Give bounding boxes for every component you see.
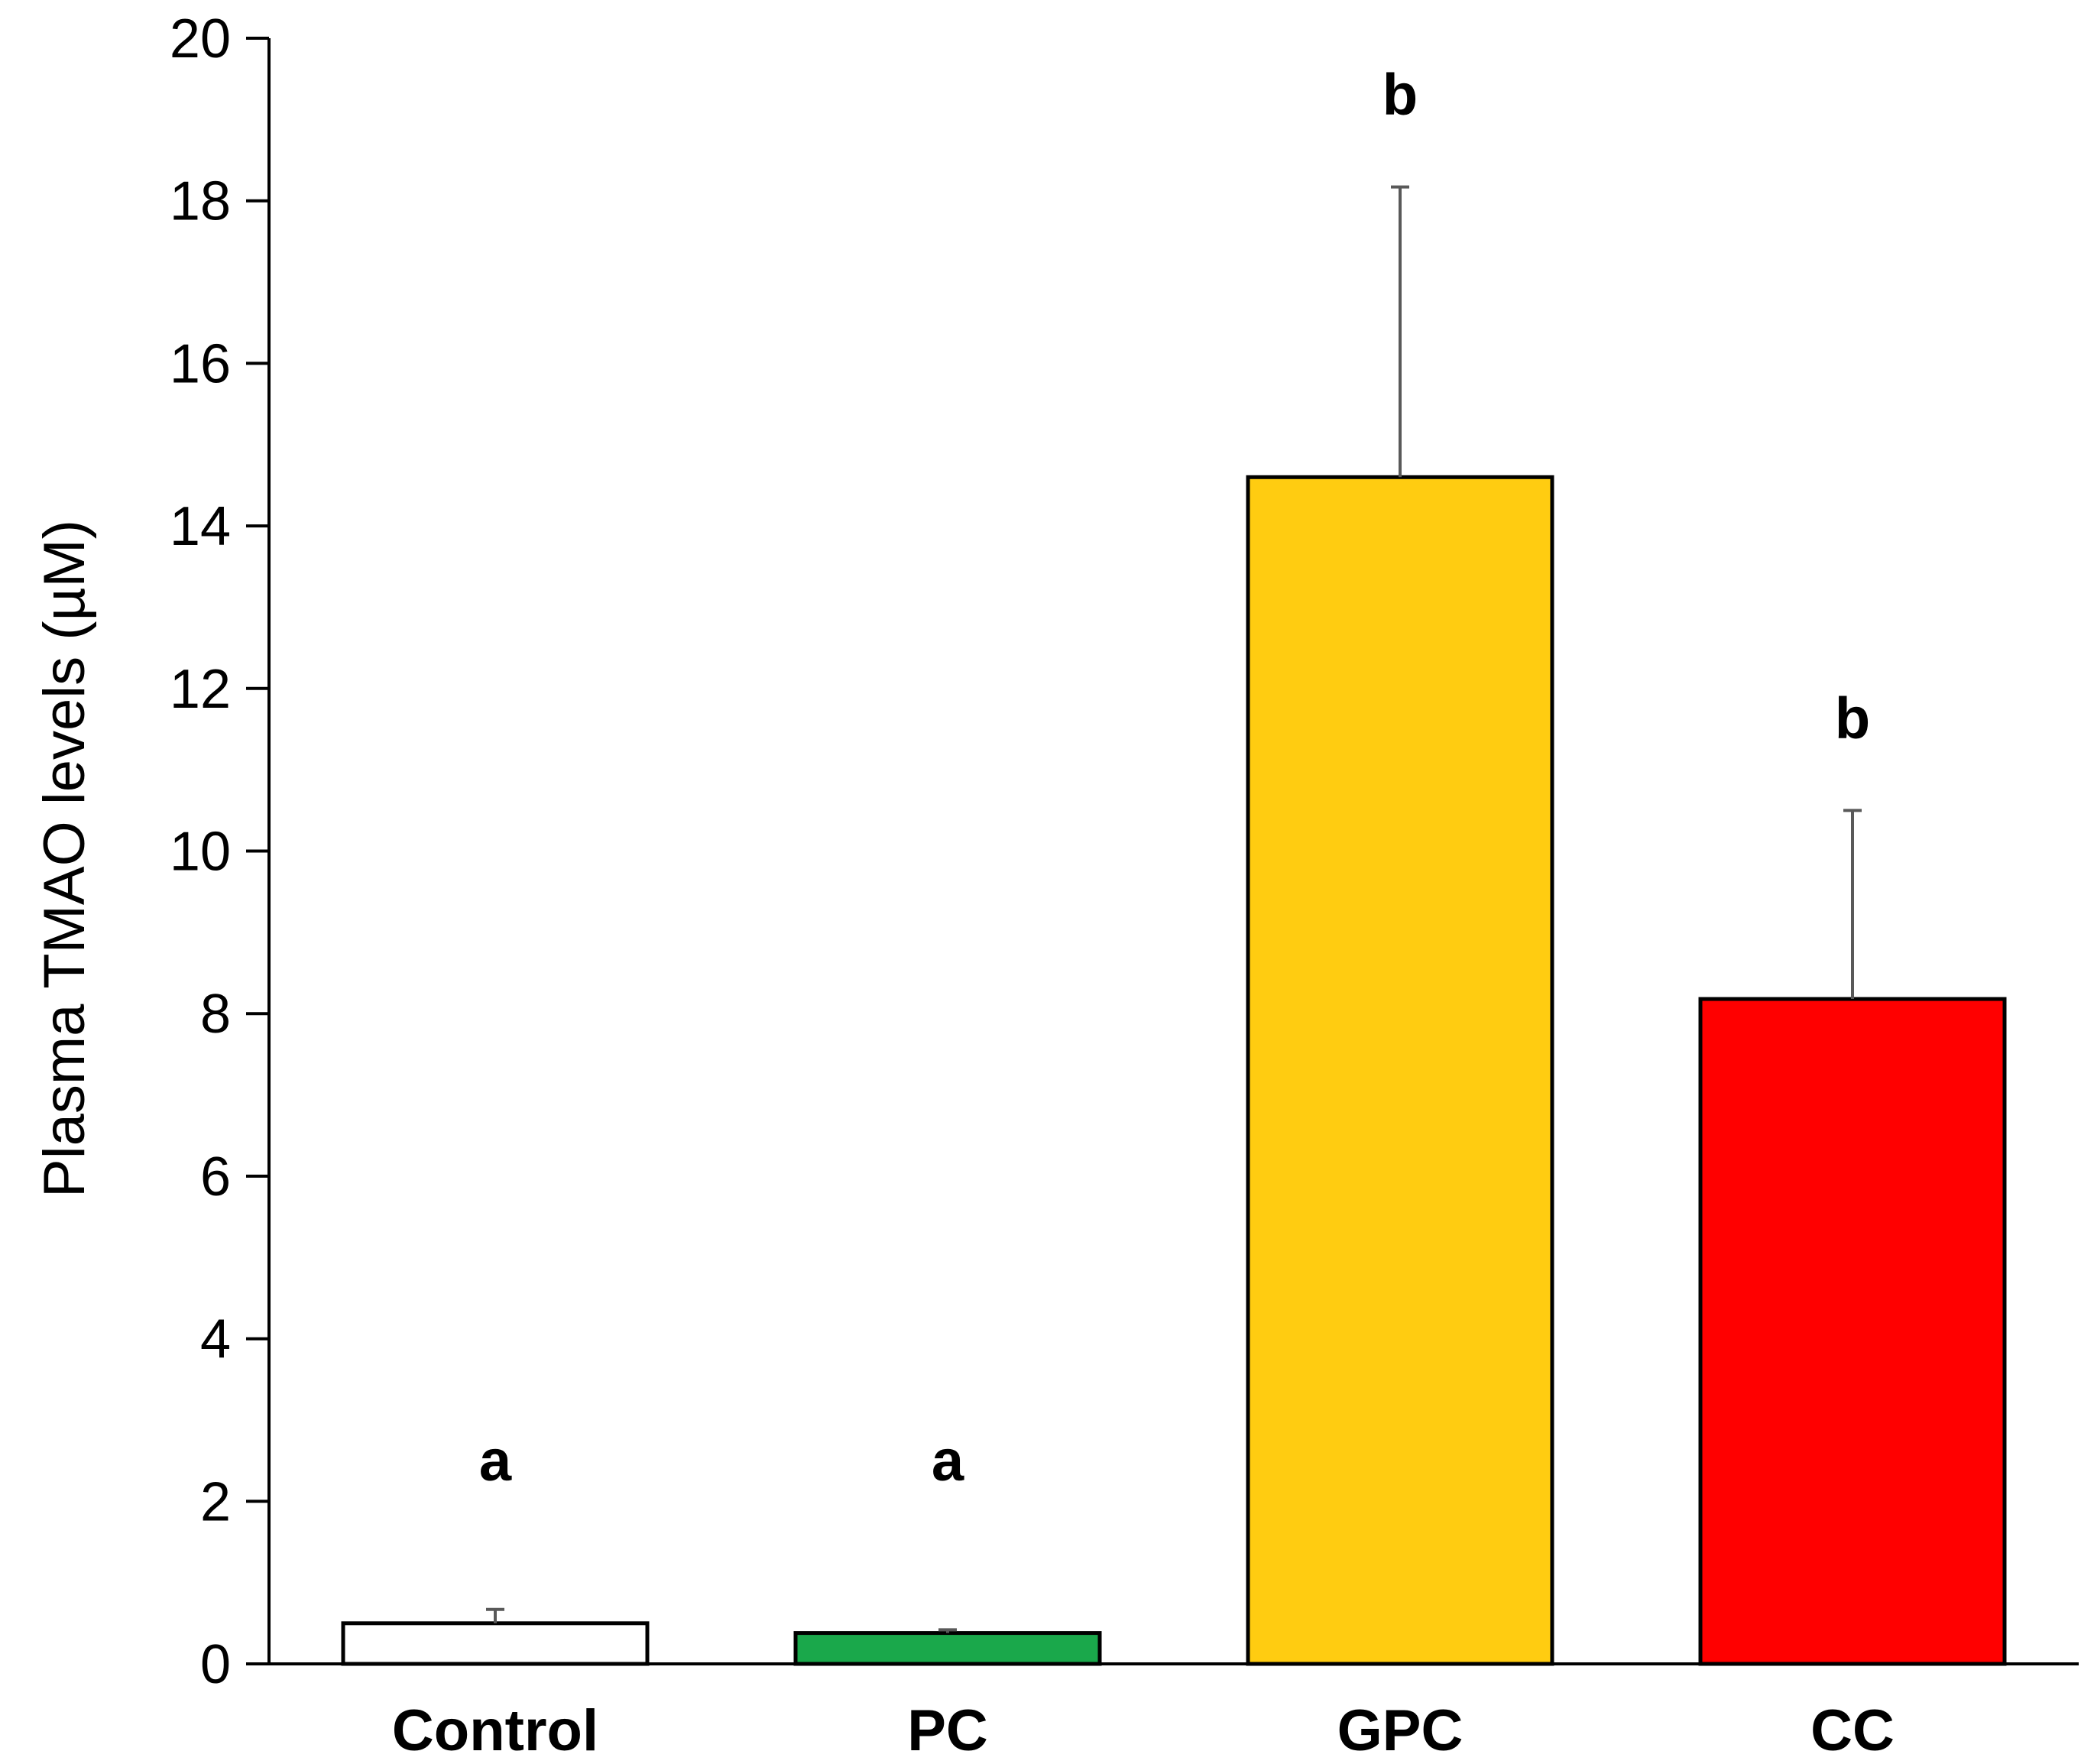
y-axis-title: Plasma TMAO levels (µM) — [32, 520, 97, 1198]
y-tick-label: 10 — [170, 822, 231, 883]
significance-letter-cc: b — [1835, 686, 1870, 751]
bar-pc — [793, 1631, 1102, 1666]
significance-letter-gpc: b — [1382, 63, 1418, 128]
error-bars — [486, 185, 1862, 1633]
y-axis: 0 2 4 6 8 10 12 14 16 18 20 — [170, 8, 271, 1695]
x-tick-label-pc: PC — [907, 1698, 988, 1763]
bar-gpc — [1246, 475, 1554, 1666]
y-tick-label: 12 — [170, 659, 231, 720]
significance-letters: a a b b — [479, 63, 1870, 1494]
bar-cc — [1698, 997, 2007, 1666]
y-tick-label: 18 — [170, 171, 231, 232]
bar-series — [341, 475, 2007, 1666]
y-tick-label: 14 — [170, 496, 231, 557]
x-tick-label-cc: CC — [1810, 1698, 1895, 1763]
significance-letter-control: a — [479, 1428, 512, 1493]
y-tick-label: 16 — [170, 333, 231, 394]
y-tick-label: 0 — [200, 1634, 231, 1695]
y-tick-label: 8 — [200, 984, 231, 1045]
category-labels: Control PC GPC CC — [392, 1698, 1895, 1763]
y-tick-label: 4 — [200, 1309, 231, 1370]
y-tick-label: 20 — [170, 8, 231, 70]
y-tick-label: 6 — [200, 1146, 231, 1208]
bar-control — [341, 1621, 650, 1666]
x-tick-label-control: Control — [392, 1698, 598, 1763]
significance-letter-pc: a — [932, 1428, 964, 1493]
x-tick-label-gpc: GPC — [1337, 1698, 1464, 1763]
y-tick-label: 2 — [200, 1471, 231, 1532]
